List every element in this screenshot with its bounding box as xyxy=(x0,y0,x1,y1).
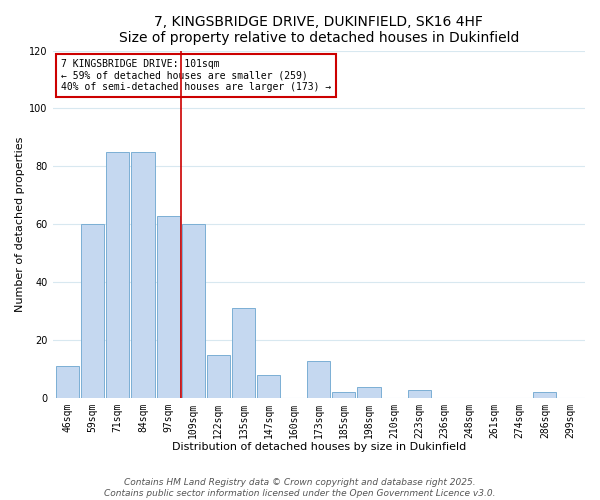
Text: Contains HM Land Registry data © Crown copyright and database right 2025.
Contai: Contains HM Land Registry data © Crown c… xyxy=(104,478,496,498)
Bar xyxy=(131,152,155,398)
Bar xyxy=(533,392,556,398)
Bar xyxy=(207,355,230,398)
Bar xyxy=(106,152,130,398)
Text: 7 KINGSBRIDGE DRIVE: 101sqm
← 59% of detached houses are smaller (259)
40% of se: 7 KINGSBRIDGE DRIVE: 101sqm ← 59% of det… xyxy=(61,59,331,92)
Bar xyxy=(257,375,280,398)
Bar xyxy=(307,360,331,398)
Bar xyxy=(157,216,179,398)
Bar xyxy=(81,224,104,398)
Bar xyxy=(358,386,380,398)
Bar xyxy=(332,392,355,398)
Bar xyxy=(56,366,79,398)
Bar xyxy=(232,308,255,398)
Bar xyxy=(407,390,431,398)
Bar xyxy=(182,224,205,398)
Y-axis label: Number of detached properties: Number of detached properties xyxy=(15,136,25,312)
X-axis label: Distribution of detached houses by size in Dukinfield: Distribution of detached houses by size … xyxy=(172,442,466,452)
Title: 7, KINGSBRIDGE DRIVE, DUKINFIELD, SK16 4HF
Size of property relative to detached: 7, KINGSBRIDGE DRIVE, DUKINFIELD, SK16 4… xyxy=(119,15,519,45)
